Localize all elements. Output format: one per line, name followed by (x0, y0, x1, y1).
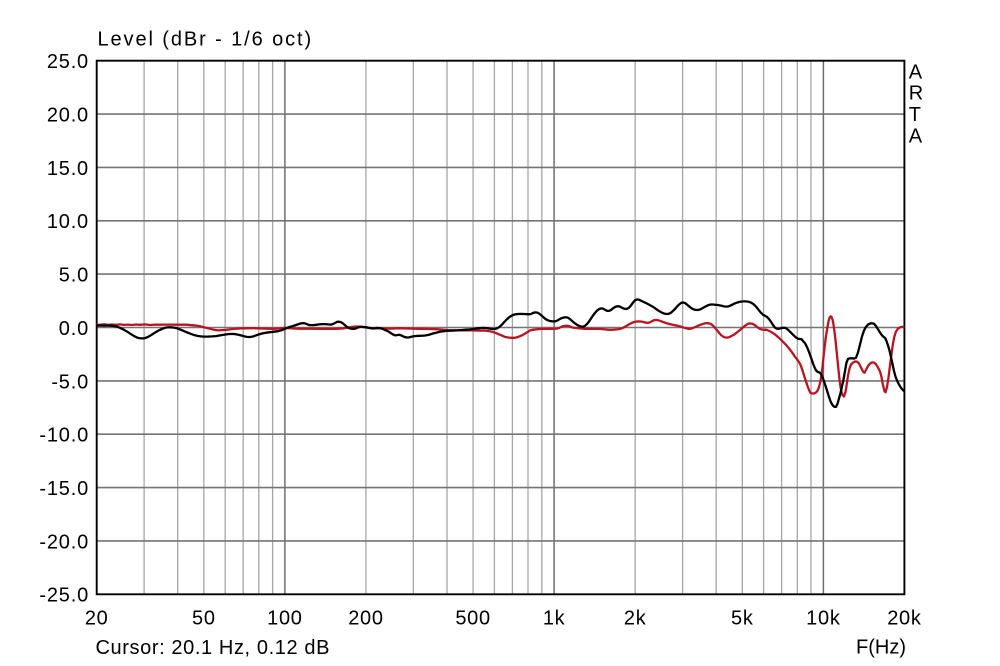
svg-text:500: 500 (455, 607, 490, 629)
svg-text:20k: 20k (887, 607, 922, 629)
svg-text:15.0: 15.0 (47, 158, 89, 180)
svg-text:20.0: 20.0 (47, 104, 89, 126)
svg-text:T: T (909, 104, 921, 126)
svg-text:A: A (909, 61, 923, 83)
svg-text:-25.0: -25.0 (39, 585, 89, 607)
svg-text:-20.0: -20.0 (39, 531, 89, 553)
svg-text:A: A (909, 125, 923, 147)
svg-text:100: 100 (267, 607, 302, 629)
svg-text:25.0: 25.0 (47, 51, 89, 73)
svg-text:50: 50 (192, 607, 216, 629)
svg-text:-10.0: -10.0 (39, 425, 89, 447)
svg-text:2k: 2k (624, 607, 647, 629)
svg-text:200: 200 (348, 607, 383, 629)
svg-text:R: R (909, 83, 923, 105)
svg-text:Level (dBr - 1/6 oct): Level (dBr - 1/6 oct) (98, 29, 314, 51)
svg-text:-15.0: -15.0 (39, 478, 89, 500)
svg-text:10.0: 10.0 (47, 211, 89, 233)
svg-text:-5.0: -5.0 (51, 371, 89, 393)
svg-text:5k: 5k (731, 607, 754, 629)
svg-text:5.0: 5.0 (59, 265, 89, 287)
svg-text:0.0: 0.0 (59, 318, 89, 340)
svg-text:20: 20 (85, 607, 109, 629)
svg-text:1k: 1k (543, 607, 566, 629)
svg-text:F(Hz): F(Hz) (856, 637, 906, 659)
svg-text:Cursor: 20.1 Hz, 0.12 dB: Cursor: 20.1 Hz, 0.12 dB (96, 637, 331, 659)
svg-text:10k: 10k (806, 607, 841, 629)
